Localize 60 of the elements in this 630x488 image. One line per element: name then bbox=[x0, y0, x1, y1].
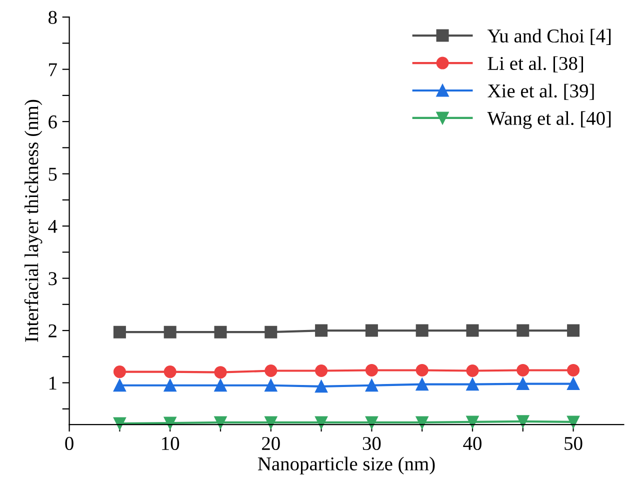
x-tick-label: 10 bbox=[162, 436, 180, 450]
point bbox=[567, 364, 580, 376]
legend-label: Wang et al. [40] bbox=[487, 111, 611, 129]
point bbox=[264, 364, 278, 377]
legend-label: Li et al. [38] bbox=[488, 56, 583, 72]
point bbox=[516, 415, 530, 428]
point bbox=[516, 364, 530, 376]
point bbox=[416, 364, 428, 376]
point bbox=[164, 366, 176, 378]
point bbox=[315, 324, 328, 337]
point bbox=[516, 378, 530, 390]
point bbox=[365, 416, 378, 429]
y-tick-label: 2 bbox=[48, 324, 56, 338]
point bbox=[164, 416, 176, 430]
legend-label: Xie et al. [39] bbox=[488, 84, 594, 100]
y-tick-label: 8 bbox=[48, 10, 57, 24]
point bbox=[113, 417, 126, 430]
point bbox=[164, 326, 176, 338]
point bbox=[416, 324, 428, 337]
point bbox=[365, 379, 378, 392]
point bbox=[214, 379, 227, 392]
point bbox=[365, 364, 378, 376]
x-tick-label: 50 bbox=[564, 436, 582, 450]
y-tick-label: 7 bbox=[49, 63, 57, 76]
point bbox=[567, 416, 580, 428]
point bbox=[264, 326, 278, 338]
x-axis-title: Nanoparticle size (nm) bbox=[258, 456, 435, 474]
y-tick-label: 1 bbox=[49, 376, 56, 390]
point bbox=[315, 364, 328, 377]
point bbox=[315, 380, 328, 393]
point bbox=[466, 364, 479, 377]
point bbox=[264, 379, 278, 392]
x-tick-label: 20 bbox=[262, 436, 280, 450]
x-tick-label: 0 bbox=[65, 436, 74, 450]
point bbox=[466, 416, 479, 428]
point bbox=[416, 416, 428, 429]
point bbox=[466, 324, 479, 337]
y-axis-title: Interfacial layer thickness (nm) bbox=[24, 100, 42, 342]
legend-label: Yu and Choi [4] bbox=[487, 28, 611, 45]
point bbox=[214, 416, 227, 429]
point bbox=[466, 378, 479, 391]
x-tick-label: 40 bbox=[463, 436, 482, 450]
y-tick-label: 5 bbox=[48, 168, 57, 181]
x-tick-label: 30 bbox=[362, 436, 381, 450]
y-tick-label: 4 bbox=[48, 220, 58, 233]
point bbox=[164, 379, 176, 392]
y-tick-label: 3 bbox=[48, 272, 57, 286]
point bbox=[113, 379, 126, 392]
point bbox=[567, 324, 580, 337]
point bbox=[113, 366, 126, 378]
point bbox=[113, 326, 126, 338]
point bbox=[214, 366, 227, 379]
point bbox=[315, 416, 328, 429]
point bbox=[214, 326, 227, 338]
point bbox=[365, 324, 378, 337]
point bbox=[567, 378, 580, 390]
y-tick-label: 6 bbox=[48, 115, 57, 128]
point bbox=[416, 378, 428, 391]
point bbox=[264, 416, 278, 429]
point bbox=[516, 324, 530, 337]
